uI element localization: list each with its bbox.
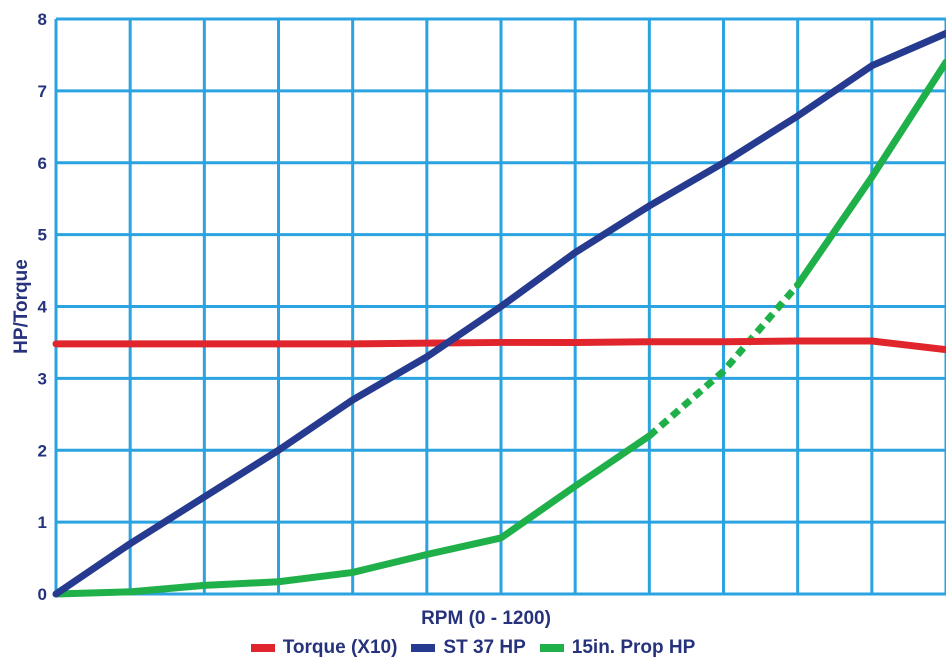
legend-swatch-torque [250,644,275,652]
series-line-st37 [52,29,946,598]
y-tick-label: 6 [38,154,47,173]
y-tick-label: 5 [38,226,47,245]
series-line-prop-solid [794,58,946,289]
series-line-prop-dashed [647,282,801,439]
legend-item-torque: Torque (X10) [250,637,398,659]
y-tick-label: 8 [38,10,47,29]
series-lines [52,29,946,598]
y-tick-label: 0 [38,585,47,604]
y-tick-label: 1 [38,513,47,532]
legend: Torque (X10) ST 37 HP 15in. Prop HP [0,636,946,660]
y-tick-label: 4 [38,298,48,317]
legend-item-prop: 15in. Prop HP [539,637,696,659]
y-axis-title: HP/Torque [11,259,32,354]
y-tick-labels: 0 1 2 3 4 5 6 7 8 [38,10,48,604]
y-tick-label: 3 [38,369,47,388]
legend-swatch-prop [539,644,564,652]
x-axis-title: RPM (0 - 1200) [421,608,551,629]
y-tick-label: 2 [38,441,47,460]
chart: 0 1 2 3 4 5 6 7 8 HP/Torque RPM (0 - 1200) [11,10,946,629]
legend-swatch-st37 [411,644,436,652]
legend-label-st37: ST 37 HP [443,637,526,658]
series-line-prop-solid [52,432,653,598]
series-line-torque [52,337,946,354]
legend-label-prop: 15in. Prop HP [571,637,696,658]
y-tick-label: 7 [38,82,47,101]
legend-item-st37: ST 37 HP [411,637,526,659]
legend-label-torque: Torque (X10) [282,637,398,658]
